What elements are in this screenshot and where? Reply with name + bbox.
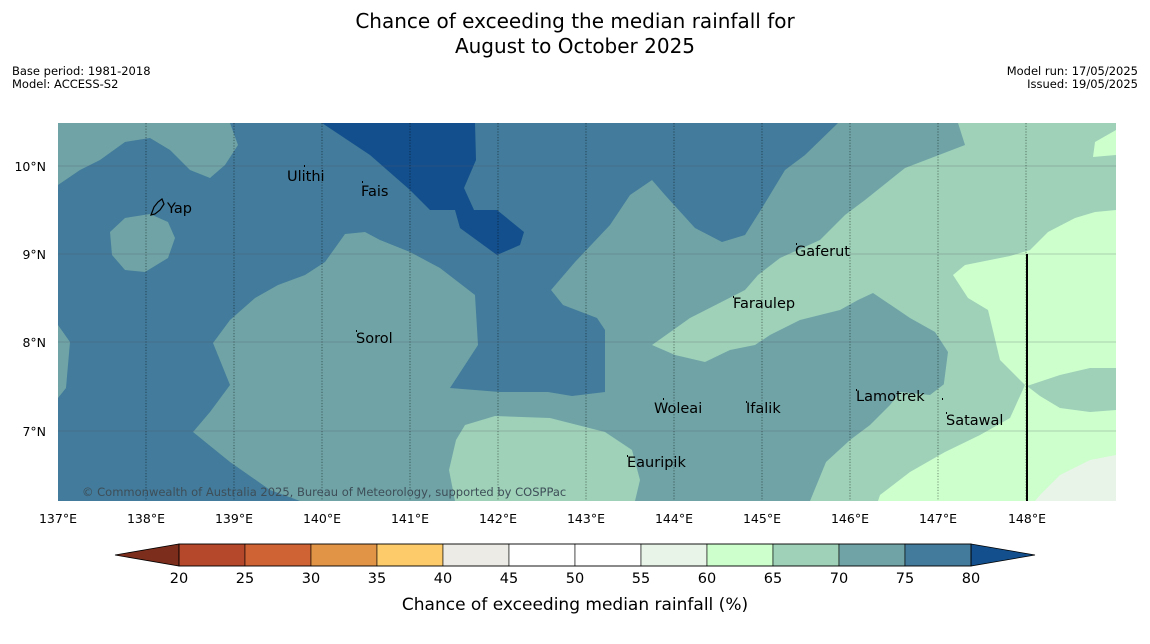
colorbar-low-arrow — [114, 543, 180, 567]
cb-tick-60: 60 — [698, 571, 716, 587]
region-70-75-tongue — [1027, 368, 1116, 412]
lat-label-9n: 9°N — [22, 247, 46, 262]
cb-tick-50: 50 — [566, 571, 584, 587]
issued-text: Issued: 19/05/2025 — [1027, 77, 1138, 91]
lon-label-137: 137°E — [39, 511, 77, 526]
region-75-80-main — [58, 123, 838, 501]
colorbar — [114, 543, 1036, 567]
lat-label-8n: 8°N — [22, 335, 46, 350]
lon-label-144: 144°E — [655, 511, 693, 526]
colorbar-segment-60-65 — [706, 543, 774, 567]
lon-label-140: 140°E — [303, 511, 341, 526]
colorbar-segment-20-25 — [178, 543, 246, 567]
lon-label-145: 145°E — [743, 511, 781, 526]
region-70-75-yap — [58, 123, 238, 185]
lon-label-143: 143°E — [567, 511, 605, 526]
place-woleai: Woleai — [654, 401, 702, 417]
region-70-75-yap-island — [110, 214, 175, 272]
map-title: Chance of exceeding the median rainfall … — [0, 9, 1150, 59]
cb-tick-55: 55 — [632, 571, 650, 587]
lat-label-7n: 7°N — [22, 424, 46, 439]
place-yap: Yap — [166, 201, 192, 217]
model-text: Model: ACCESS-S2 — [12, 77, 119, 91]
lon-label-138: 138°E — [127, 511, 165, 526]
title-line-2: August to October 2025 — [454, 34, 696, 58]
cb-tick-70: 70 — [830, 571, 848, 587]
region-70-75-left-edge — [58, 325, 70, 398]
cb-tick-75: 75 — [896, 571, 914, 587]
lon-label-146: 146°E — [831, 511, 869, 526]
colorbar-segment-55-60 — [640, 543, 708, 567]
colorbar-segment-40-45 — [442, 543, 510, 567]
place-satawal: Satawal — [946, 413, 1003, 429]
copyright-text: © Commonwealth of Australia 2025, Bureau… — [82, 485, 566, 499]
lon-label-147: 147°E — [919, 511, 957, 526]
colorbar-segment-65-70 — [772, 543, 840, 567]
meta-left: Base period: 1981-2018 Model: ACCESS-S2 — [12, 65, 151, 91]
colorbar-segment-75-80 — [904, 543, 972, 567]
model-run-text: Model run: 17/05/2025 — [1006, 64, 1138, 78]
colorbar-label: Chance of exceeding median rainfall (%) — [402, 595, 748, 615]
place-ulithi: Ulithi — [287, 169, 325, 185]
cb-tick-45: 45 — [500, 571, 518, 587]
colorbar-segment-50-55 — [574, 543, 642, 567]
cb-tick-25: 25 — [236, 571, 254, 587]
cb-tick-65: 65 — [764, 571, 782, 587]
colorbar-segment-25-30 — [244, 543, 312, 567]
colorbar-high-arrow — [970, 543, 1036, 567]
cb-tick-30: 30 — [302, 571, 320, 587]
colorbar-segment-70-75 — [838, 543, 906, 567]
region-65-70-south — [449, 416, 640, 501]
colorbar-frame — [178, 543, 972, 567]
lon-label-148: 148°E — [1008, 511, 1046, 526]
rainfall-map: Ulithi Fais Yap Gaferut Faraulep Sorol L… — [58, 123, 1116, 501]
lon-label-141: 141°E — [391, 511, 429, 526]
meta-right: Model run: 17/05/2025 Issued: 19/05/2025 — [1007, 65, 1138, 91]
place-sorol: Sorol — [356, 331, 393, 347]
colorbar-segment-45-50 — [508, 543, 576, 567]
title-line-1: Chance of exceeding the median rainfall … — [355, 9, 795, 33]
place-eauripik: Eauripik — [627, 455, 686, 471]
colorbar-segment-35-40 — [376, 543, 444, 567]
place-ifalik: Ifalik — [746, 401, 781, 417]
cb-tick-20: 20 — [170, 571, 188, 587]
cb-tick-80: 80 — [962, 571, 980, 587]
cb-tick-40: 40 — [434, 571, 452, 587]
lon-label-139: 139°E — [215, 511, 253, 526]
base-period-text: Base period: 1981-2018 — [12, 64, 151, 78]
colorbar-segment-30-35 — [310, 543, 378, 567]
place-gaferut: Gaferut — [795, 244, 850, 260]
region-60-65-east — [878, 130, 1116, 501]
region-80-plus — [322, 123, 524, 255]
latitude-lines — [58, 165, 1116, 432]
place-fais: Fais — [361, 184, 388, 200]
place-lamotrek: Lamotrek — [856, 389, 925, 405]
region-55-60-corner — [1035, 455, 1116, 501]
lat-label-10n: 10°N — [14, 159, 46, 174]
place-markers — [304, 165, 947, 457]
cb-tick-35: 35 — [368, 571, 386, 587]
place-faraulep: Faraulep — [733, 296, 795, 312]
lon-label-142: 142°E — [479, 511, 517, 526]
yap-island-shape — [150, 198, 165, 216]
